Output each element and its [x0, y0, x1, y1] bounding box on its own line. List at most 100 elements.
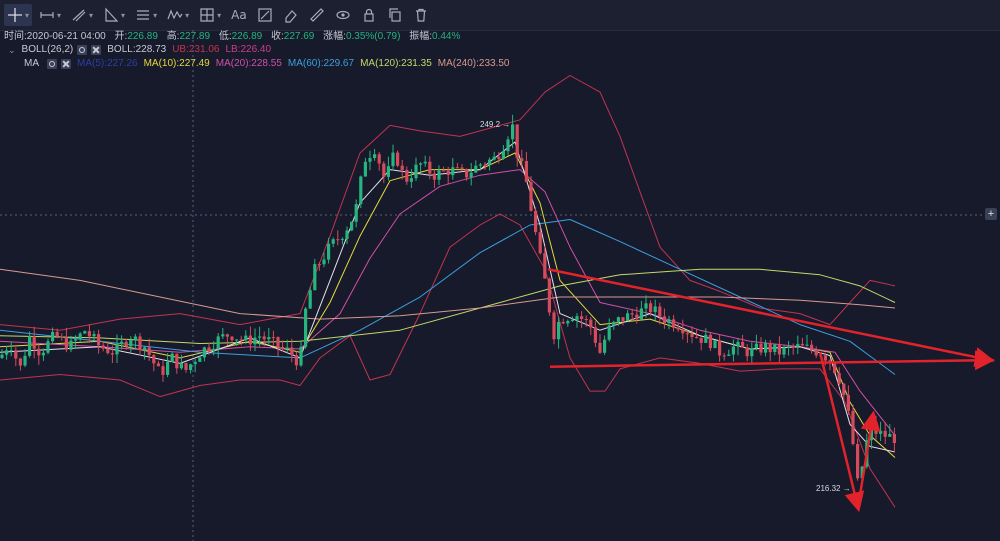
- candle-body: [419, 163, 423, 165]
- copy-tool-button[interactable]: [384, 4, 406, 26]
- trend-line-tool-button[interactable]: ▾: [68, 4, 96, 26]
- measure-tool-button[interactable]: [254, 4, 276, 26]
- close-label: 收:: [271, 31, 284, 42]
- close-icon[interactable]: [61, 59, 71, 69]
- candle-body: [635, 314, 639, 320]
- candle-body: [787, 346, 791, 348]
- candle-body: [46, 341, 50, 353]
- candle-body: [800, 343, 804, 346]
- candle-body: [147, 347, 151, 356]
- candle-body: [722, 355, 726, 357]
- eye-icon[interactable]: [47, 59, 57, 69]
- boll-lower-value: LB:226.40: [225, 44, 272, 55]
- candle-body: [41, 352, 45, 356]
- change-value: 0.35%(0.79): [345, 31, 401, 42]
- candle-body: [69, 340, 73, 350]
- text-tool-button[interactable]: Aa: [228, 4, 250, 26]
- candle-body: [488, 159, 492, 165]
- candle-body: [451, 167, 455, 176]
- parallel-lines-tool-button[interactable]: ▾: [132, 4, 160, 26]
- high-value: 227.89: [179, 31, 211, 42]
- candle-body: [736, 341, 740, 347]
- candle-body: [483, 164, 487, 166]
- amplitude-value: 0.44%: [431, 31, 461, 42]
- grid-tool-button[interactable]: ▾: [196, 4, 224, 26]
- ma-line: [0, 141, 896, 453]
- change-label: 涨幅:: [323, 31, 346, 42]
- candle-body: [612, 321, 616, 326]
- ma-label[interactable]: MA: [24, 58, 39, 69]
- candle-body: [630, 313, 634, 315]
- candle-body: [446, 170, 450, 175]
- candle-body: [409, 178, 413, 182]
- close-icon[interactable]: [91, 45, 102, 55]
- candle-body: [129, 340, 133, 347]
- price-chart[interactable]: 249.2 → 216.32 →: [0, 30, 1000, 541]
- ma-legend-item: MA(10):227.49: [143, 58, 210, 69]
- candle-body: [833, 363, 837, 374]
- time-label: 时间:: [4, 31, 27, 42]
- candle-body: [285, 347, 289, 349]
- ma-legend-item: MA(120):231.35: [360, 58, 432, 69]
- delete-tool-button[interactable]: [410, 4, 432, 26]
- candle-body: [823, 355, 827, 361]
- candle-body: [681, 329, 685, 334]
- candle-body: [860, 466, 864, 479]
- crosshair-tool-button[interactable]: ▾: [4, 4, 33, 26]
- trash-icon: [415, 8, 426, 22]
- candle-body: [166, 361, 170, 375]
- boll-label[interactable]: BOLL(26,2): [21, 44, 74, 55]
- candle-body: [796, 343, 800, 347]
- text-tool-label: Aa: [231, 8, 247, 22]
- candle-body: [589, 319, 593, 328]
- candle-body: [120, 341, 124, 344]
- candle-body: [143, 347, 147, 350]
- high-price-marker: 249.2 →: [480, 120, 510, 129]
- eraser-tool-button[interactable]: [280, 4, 302, 26]
- candle-body: [658, 306, 662, 317]
- horizontal-ray-tool-button[interactable]: ▾: [36, 4, 64, 26]
- candle-body: [230, 336, 234, 341]
- eye-icon: [336, 10, 350, 20]
- candle-body: [529, 182, 533, 211]
- candle-body: [520, 158, 524, 161]
- candle-body: [207, 347, 211, 351]
- resistance-trend-arrow: [547, 268, 995, 367]
- chevron-down-icon: ▾: [89, 10, 94, 20]
- eye-icon[interactable]: [77, 45, 88, 55]
- candle-body: [524, 161, 528, 182]
- boll-mid-value: BOLL:228.73: [107, 44, 167, 55]
- chevron-down-icon: ▾: [25, 10, 30, 20]
- candle-body: [253, 337, 257, 345]
- candle-body: [842, 383, 846, 395]
- candle-body: [603, 339, 607, 353]
- wave-pattern-tool-button[interactable]: ▾: [164, 4, 192, 26]
- lock-tool-button[interactable]: [358, 4, 380, 26]
- visibility-tool-button[interactable]: [332, 4, 354, 26]
- candle-body: [28, 336, 32, 356]
- candle-body: [276, 337, 280, 347]
- candle-body: [538, 232, 542, 254]
- candle-body: [152, 355, 156, 364]
- fib-tool-button[interactable]: ▾: [100, 4, 128, 26]
- candle-body: [423, 161, 427, 164]
- candle-body: [225, 334, 229, 337]
- candle-body: [359, 176, 363, 205]
- candle-body: [653, 306, 657, 313]
- ruler-tool-button[interactable]: [306, 4, 328, 26]
- candle-body: [64, 337, 68, 350]
- chevron-down-icon[interactable]: ⌄: [8, 45, 16, 55]
- candle-body: [170, 353, 174, 362]
- candle-body: [644, 303, 648, 309]
- candle-body: [202, 347, 206, 358]
- add-price-line-button[interactable]: +: [985, 208, 997, 220]
- candle-body: [883, 430, 887, 437]
- candle-body: [557, 322, 561, 340]
- candle-body: [87, 331, 91, 337]
- candle-body: [83, 331, 87, 334]
- candle-body: [566, 321, 570, 324]
- ma-line: [0, 169, 896, 436]
- candle-body: [37, 348, 41, 356]
- candle-body: [258, 336, 262, 338]
- candle-body: [511, 124, 515, 140]
